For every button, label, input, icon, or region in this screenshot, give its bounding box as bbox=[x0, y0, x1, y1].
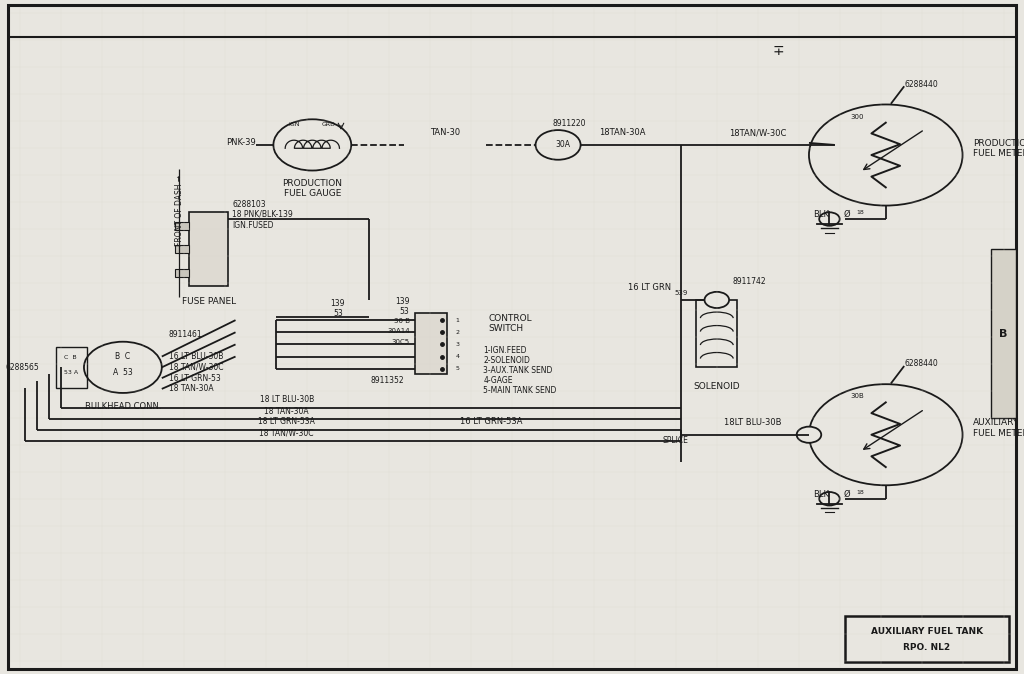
Bar bbox=[175, 222, 189, 230]
Text: 8911461: 8911461 bbox=[169, 330, 203, 340]
Text: 30C5: 30C5 bbox=[391, 339, 410, 344]
Text: AUXILIARY
FUEL METER: AUXILIARY FUEL METER bbox=[973, 419, 1024, 437]
Text: PNK-39: PNK-39 bbox=[226, 138, 256, 148]
Text: 30A14: 30A14 bbox=[387, 328, 410, 334]
Text: GRD: GRD bbox=[322, 122, 336, 127]
Text: 1-IGN.FEED: 1-IGN.FEED bbox=[483, 346, 526, 355]
Text: 5: 5 bbox=[456, 366, 460, 371]
Bar bbox=[56, 347, 87, 388]
Text: 18 TAN-30A: 18 TAN-30A bbox=[169, 384, 214, 394]
Text: 2: 2 bbox=[456, 330, 460, 335]
Text: 139: 139 bbox=[395, 297, 410, 306]
Text: 18TAN-30A: 18TAN-30A bbox=[599, 128, 646, 137]
Bar bbox=[696, 300, 737, 367]
Text: 8911220: 8911220 bbox=[553, 119, 587, 128]
Text: 16 LT BLU-30B: 16 LT BLU-30B bbox=[169, 352, 223, 361]
Text: 53: 53 bbox=[399, 307, 410, 316]
Text: 2-SOLENOID: 2-SOLENOID bbox=[483, 356, 530, 365]
Circle shape bbox=[819, 492, 840, 506]
Text: B: B bbox=[999, 329, 1008, 338]
Circle shape bbox=[536, 130, 581, 160]
Text: 18 TAN-30A: 18 TAN-30A bbox=[264, 406, 309, 416]
Bar bbox=[189, 212, 228, 286]
Text: 30 B: 30 B bbox=[393, 319, 410, 324]
Text: A  53: A 53 bbox=[113, 368, 133, 377]
Text: B  C: B C bbox=[116, 352, 130, 361]
Bar bbox=[845, 616, 1009, 662]
Text: 18LT BLU-30B: 18LT BLU-30B bbox=[724, 418, 781, 427]
Text: 8911352: 8911352 bbox=[371, 376, 404, 386]
Text: 6288103: 6288103 bbox=[232, 200, 266, 209]
Text: ∓: ∓ bbox=[772, 44, 784, 57]
Text: 4: 4 bbox=[456, 354, 460, 359]
Text: 539: 539 bbox=[674, 290, 688, 296]
Bar bbox=[175, 269, 189, 277]
Text: 16 LT GRN-53: 16 LT GRN-53 bbox=[169, 373, 221, 383]
Text: BLK: BLK bbox=[813, 489, 829, 499]
Text: BLK: BLK bbox=[813, 210, 829, 219]
Text: PRODUCTION
FUEL GAUGE: PRODUCTION FUEL GAUGE bbox=[283, 179, 342, 198]
Text: FRONT OF DASH ➞: FRONT OF DASH ➞ bbox=[175, 175, 183, 246]
Text: 18 TAN/W-30C: 18 TAN/W-30C bbox=[169, 363, 223, 372]
Text: RPO. NL2: RPO. NL2 bbox=[903, 642, 950, 652]
Text: SPLICE: SPLICE bbox=[663, 435, 689, 445]
Text: 8911742: 8911742 bbox=[732, 276, 766, 286]
Text: 139: 139 bbox=[331, 299, 345, 308]
Text: 6288440: 6288440 bbox=[904, 80, 938, 89]
Text: 53: 53 bbox=[333, 309, 343, 318]
Text: 18: 18 bbox=[856, 489, 864, 495]
Text: AUXILIARY FUEL TANK: AUXILIARY FUEL TANK bbox=[870, 627, 983, 636]
Text: 18 TAN/W-30C: 18 TAN/W-30C bbox=[259, 429, 314, 438]
Text: 18 LT GRN-53A: 18 LT GRN-53A bbox=[258, 417, 315, 427]
Text: 18: 18 bbox=[856, 210, 864, 215]
Text: 6288565: 6288565 bbox=[5, 363, 39, 372]
Text: IGN: IGN bbox=[288, 122, 300, 127]
Text: 6288440: 6288440 bbox=[904, 359, 938, 369]
Bar bbox=[991, 249, 1016, 418]
Circle shape bbox=[797, 427, 821, 443]
Text: 18TAN/W-30C: 18TAN/W-30C bbox=[729, 128, 786, 137]
Bar bbox=[175, 245, 189, 253]
Circle shape bbox=[819, 212, 840, 226]
Text: FUSE PANEL: FUSE PANEL bbox=[182, 297, 236, 306]
Text: C  B: C B bbox=[65, 355, 77, 361]
Text: 1: 1 bbox=[456, 317, 460, 323]
Text: IGN.FUSED: IGN.FUSED bbox=[232, 221, 274, 231]
Text: 16 LT GRN: 16 LT GRN bbox=[628, 283, 671, 293]
Text: 5-MAIN TANK SEND: 5-MAIN TANK SEND bbox=[483, 386, 557, 396]
Bar bbox=[415, 313, 447, 374]
Text: CONTROL
SWITCH: CONTROL SWITCH bbox=[488, 314, 532, 333]
Text: 53 A: 53 A bbox=[63, 370, 78, 375]
Text: 30A: 30A bbox=[556, 140, 570, 150]
Circle shape bbox=[705, 292, 729, 308]
Text: Ø: Ø bbox=[844, 489, 850, 499]
Text: 3-AUX.TANK SEND: 3-AUX.TANK SEND bbox=[483, 366, 553, 375]
Text: 18 PNK/BLK-139: 18 PNK/BLK-139 bbox=[232, 209, 293, 218]
Text: 4-GAGE: 4-GAGE bbox=[483, 376, 513, 386]
Text: 16 LT GRN-53A: 16 LT GRN-53A bbox=[460, 417, 523, 427]
Text: 30B: 30B bbox=[850, 394, 864, 399]
Text: 3: 3 bbox=[456, 342, 460, 347]
Text: Ø: Ø bbox=[844, 210, 850, 219]
Text: TAN-30: TAN-30 bbox=[430, 128, 461, 137]
Text: PRODUCTION
FUEL METER: PRODUCTION FUEL METER bbox=[973, 139, 1024, 158]
Text: 300: 300 bbox=[850, 114, 864, 119]
Text: 18 LT BLU-30B: 18 LT BLU-30B bbox=[260, 395, 313, 404]
Text: BULKHEAD CONN.: BULKHEAD CONN. bbox=[85, 402, 161, 411]
Text: SOLENOID: SOLENOID bbox=[693, 381, 740, 391]
